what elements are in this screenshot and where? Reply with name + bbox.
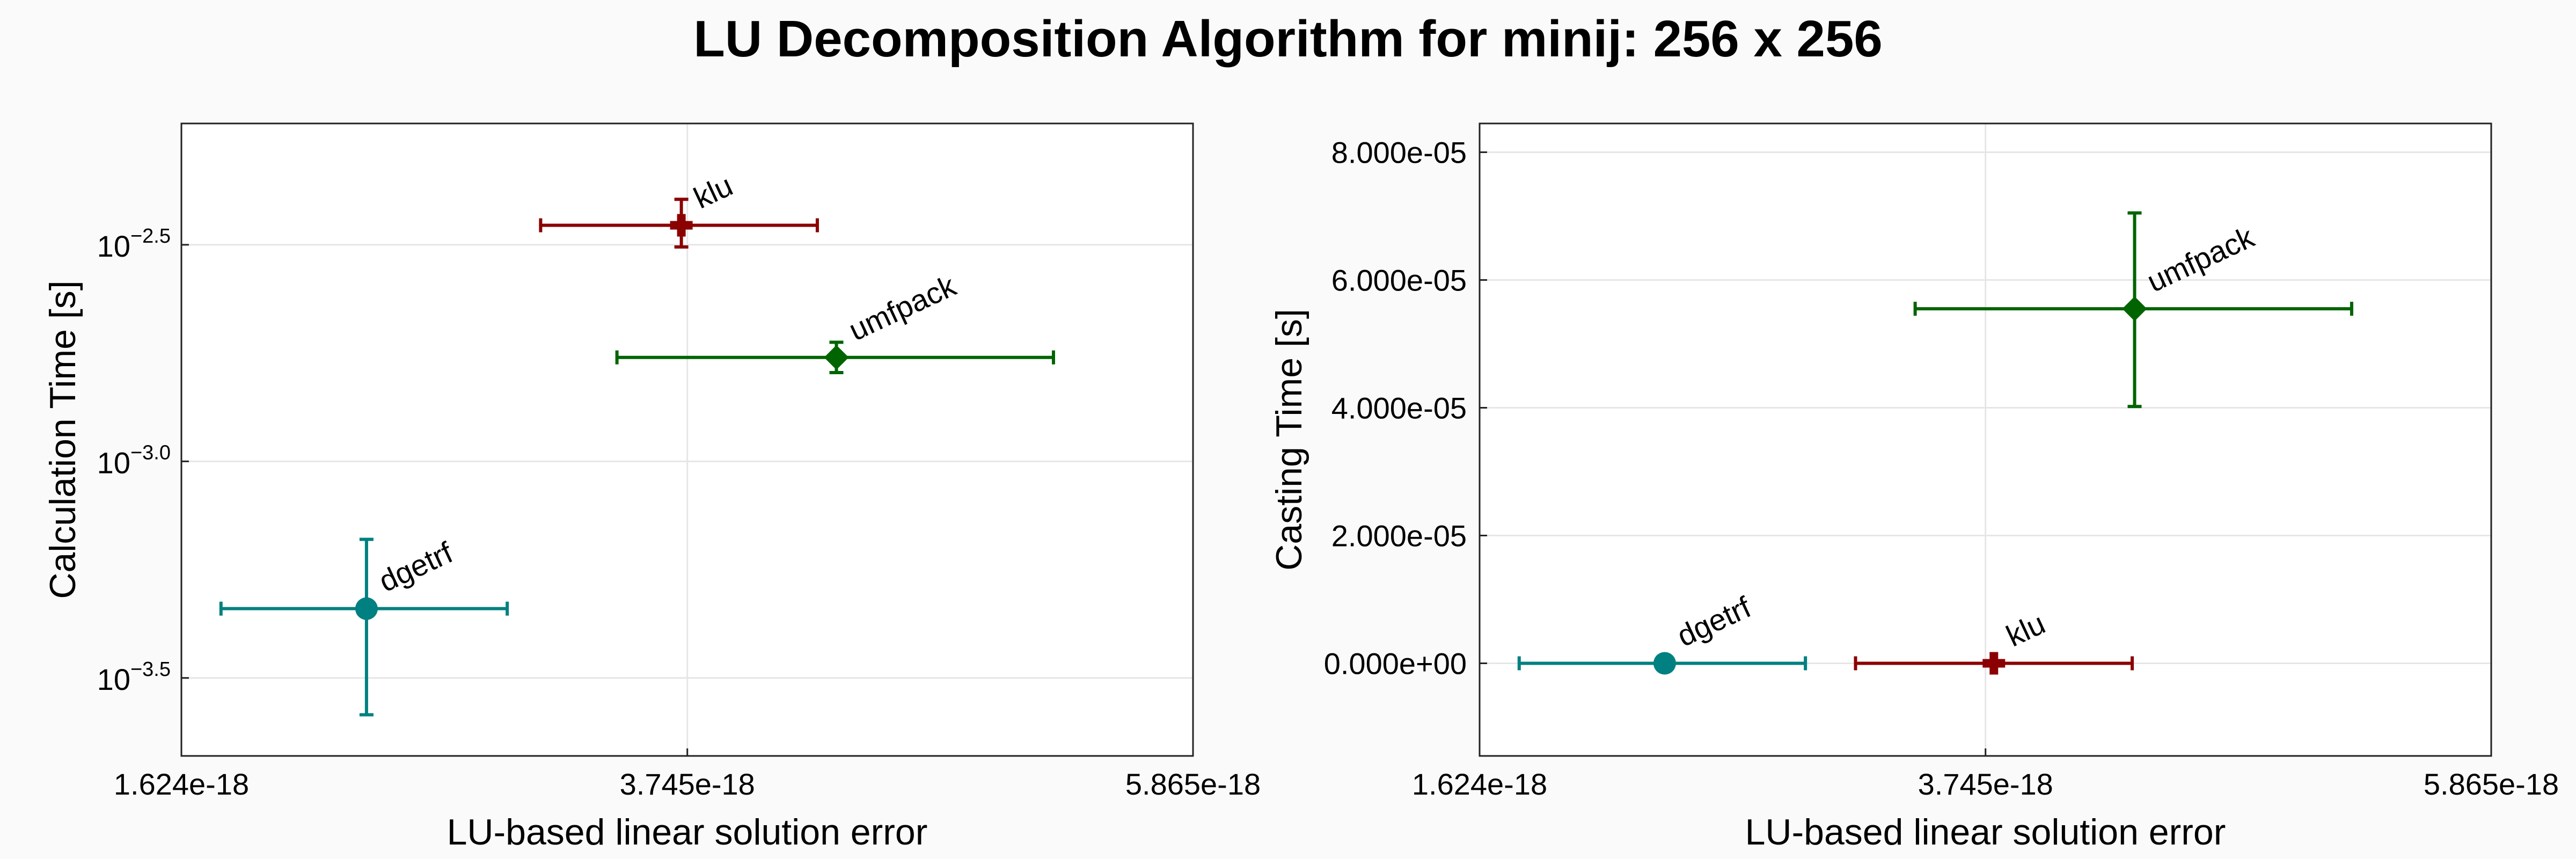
- y-tick-exponent: −2.5: [130, 225, 171, 247]
- y-tick-base: 10: [97, 663, 130, 696]
- point-marker: [1982, 652, 2006, 675]
- y-tick-label: 4.000e-05: [1331, 391, 1467, 425]
- y-tick-label: 10−3.5: [97, 658, 171, 696]
- plot-border: [180, 122, 1194, 757]
- calc-time-chart: 1.624e-18 3.745e-18 5.865e-1810−2.510−3.01…: [42, 122, 1261, 853]
- x-tick-label: 3.745e-18: [620, 767, 755, 801]
- y-axis-label: Casting Time [s]: [1269, 309, 1309, 571]
- point-marker: [2122, 296, 2147, 322]
- x-tick-label: 5.865e-18: [2424, 767, 2559, 801]
- y-tick-base: 10: [97, 229, 130, 263]
- plot-border: [1479, 122, 2492, 757]
- y-tick-label: 10−2.5: [97, 225, 171, 263]
- y-tick-label: 10−3.0: [97, 441, 171, 479]
- chart-title: LU Decomposition Algorithm for minij: 25…: [693, 10, 1882, 68]
- point-marker: [355, 597, 378, 620]
- x-tick-label: 1.624e-18: [1412, 767, 1547, 801]
- casting-time-chart: 1.624e-18 3.745e-18 5.865e-18 8.000e-05 6.00…: [1269, 122, 2559, 853]
- y-axis-label: Calculation Time [s]: [42, 280, 83, 599]
- x-axis-label: LU-based linear solution error: [1745, 812, 2226, 853]
- point-marker: [1653, 652, 1676, 675]
- y-tick-base: 10: [97, 446, 130, 479]
- x-tick-label: 3.745e-18: [1918, 767, 2053, 801]
- point-marker: [670, 214, 693, 237]
- y-tick-exponent: −3.0: [130, 441, 171, 464]
- x-axis-label: LU-based linear solution error: [447, 812, 928, 853]
- y-tick-label: 8.000e-05: [1331, 136, 1467, 170]
- y-tick-label: 0.000e+00: [1324, 646, 1467, 680]
- x-tick-label: 1.624e-18: [114, 767, 249, 801]
- y-tick-exponent: −3.5: [130, 658, 171, 681]
- y-tick-label: 2.000e-05: [1331, 519, 1467, 552]
- x-tick-label: 5.865e-18: [1125, 767, 1261, 801]
- y-tick-label: 6.000e-05: [1331, 264, 1467, 297]
- point-marker: [824, 345, 849, 370]
